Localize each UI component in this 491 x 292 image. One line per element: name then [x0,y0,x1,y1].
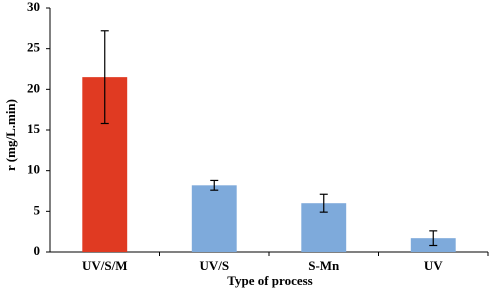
y-tick-label: 5 [34,202,41,217]
x-tick-label: UV [424,258,443,273]
error-bar [319,193,328,213]
x-tick-label: UV/S/M [82,258,128,273]
y-tick-label: 10 [27,162,40,177]
x-tick-label: UV/S [199,258,229,273]
y-axis-title: r (mg/L.min) [3,99,18,171]
x-tick-label: S-Mn [308,258,340,273]
error-bar [100,30,109,125]
x-axis-title: Type of process [227,273,312,288]
y-tick-label: 0 [34,243,41,258]
error-bar [210,179,219,191]
y-tick-label: 15 [27,121,41,136]
bar [191,185,237,252]
error-bar [429,230,438,247]
y-tick-label: 20 [27,80,40,95]
y-tick-label: 30 [27,0,40,14]
y-tick-label: 25 [27,40,41,55]
